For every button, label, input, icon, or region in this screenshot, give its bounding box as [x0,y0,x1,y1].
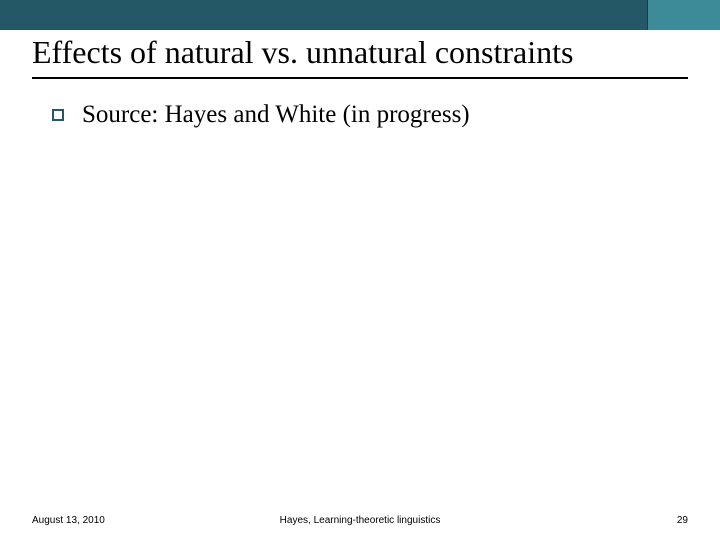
footer-date: August 13, 2010 [32,515,105,526]
top-accent-bar-right [648,0,720,30]
slide-title: Effects of natural vs. unnatural constra… [32,34,688,77]
slide-footer: August 13, 2010 Hayes, Learning-theoreti… [0,515,720,526]
slide-body: Source: Hayes and White (in progress) [0,79,720,132]
header: Effects of natural vs. unnatural constra… [0,30,720,79]
footer-page-number: 29 [677,515,688,526]
top-accent-bar [0,0,720,30]
bullet-text: Source: Hayes and White (in progress) [82,99,470,132]
bullet-item: Source: Hayes and White (in progress) [52,99,688,132]
square-bullet-icon [52,109,64,121]
top-accent-bar-left [0,0,648,30]
footer-author-title: Hayes, Learning-theoretic linguistics [280,515,441,526]
